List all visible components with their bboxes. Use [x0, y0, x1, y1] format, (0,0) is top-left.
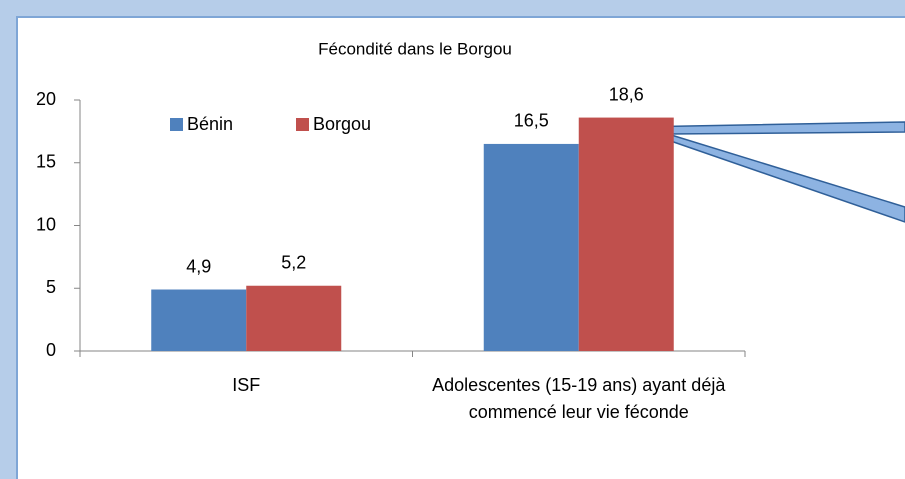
y-tick-label: 0	[46, 340, 56, 360]
bar	[151, 289, 247, 351]
y-tick-label: 10	[36, 214, 56, 234]
data-label: 4,9	[186, 256, 211, 276]
y-tick-label: 5	[46, 277, 56, 297]
bar	[246, 285, 342, 351]
y-tick-label: 15	[36, 152, 56, 172]
y-tick-label: 20	[36, 89, 56, 109]
data-label: 18,6	[609, 84, 644, 104]
legend-label: Bénin	[187, 114, 233, 134]
frame-inner	[16, 16, 905, 479]
bar	[483, 143, 579, 351]
x-tick-label: Adolescentes (15-19 ans) ayant déjà comm…	[432, 375, 726, 422]
x-tick-label: ISF	[232, 375, 261, 395]
legend-swatch	[296, 118, 309, 131]
data-label: 16,5	[514, 111, 549, 131]
legend-swatch	[170, 118, 183, 131]
callout-arrow	[631, 121, 905, 223]
data-label: 5,2	[281, 252, 306, 272]
bar	[578, 117, 674, 351]
chart-title: Fécondité dans le Borgou	[318, 39, 512, 58]
legend-label: Borgou	[313, 114, 371, 134]
